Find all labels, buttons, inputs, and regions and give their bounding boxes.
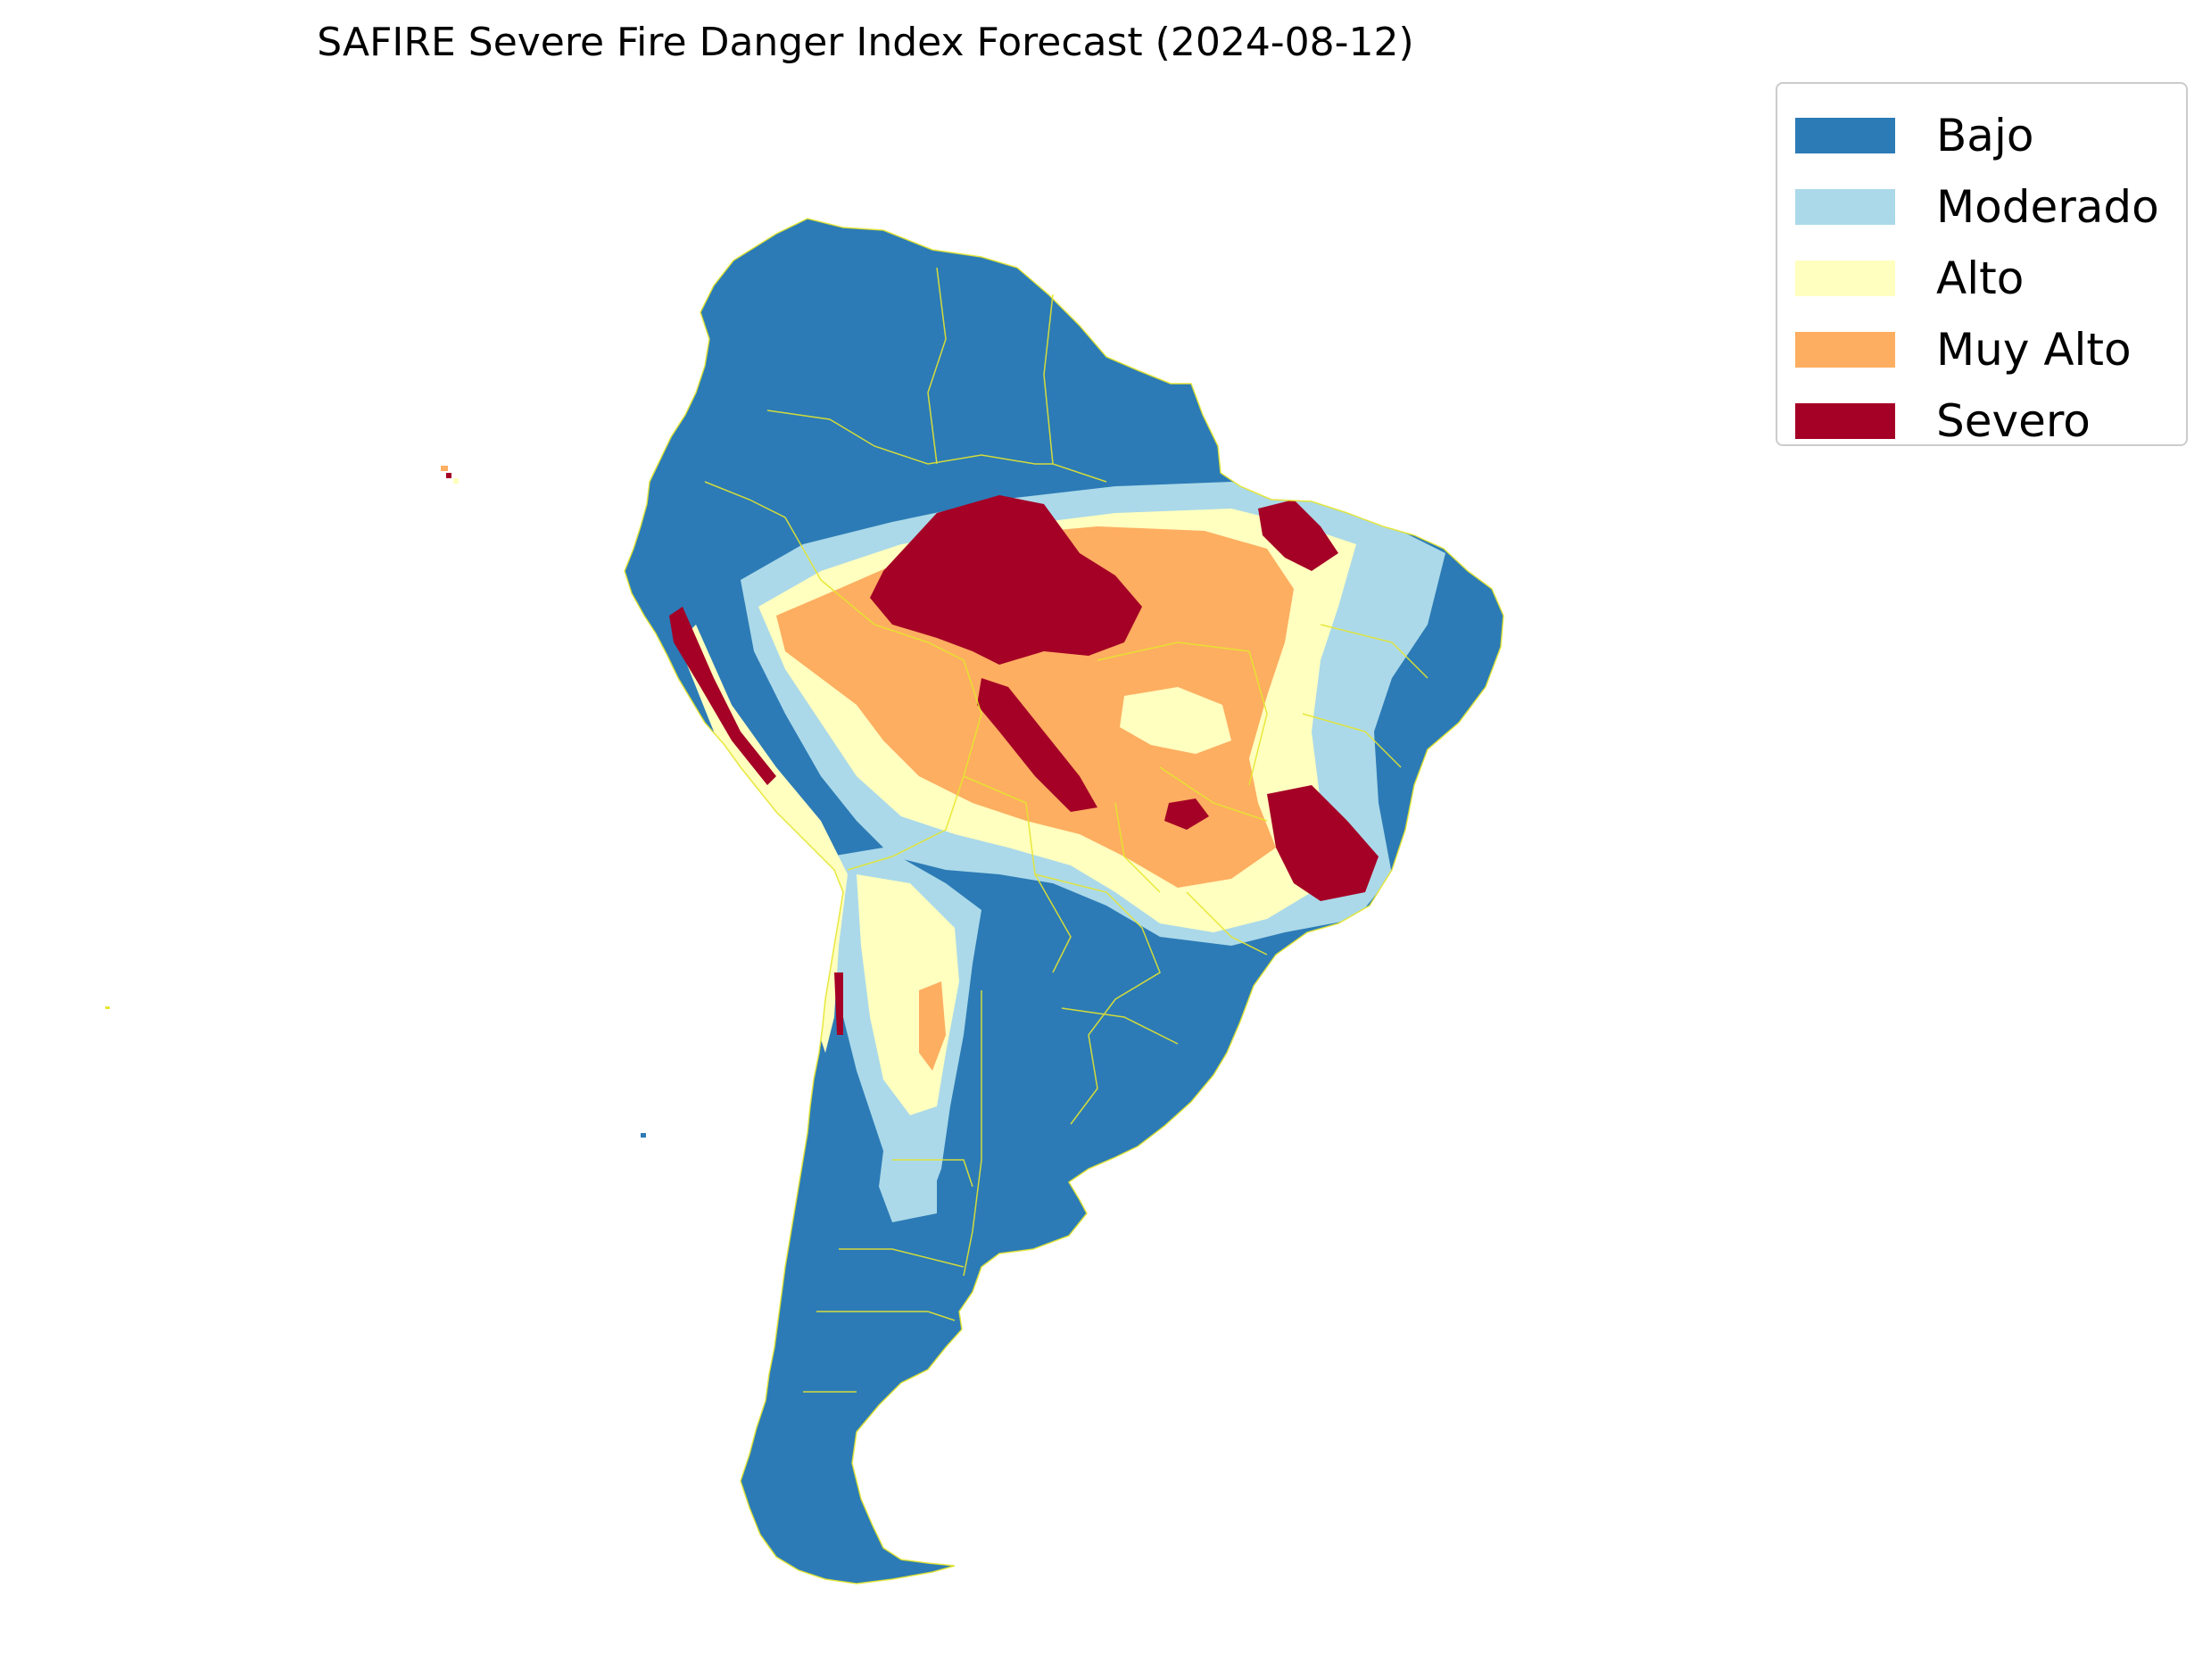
zone-severo-small	[1164, 799, 1209, 830]
zone-muy-alto-andes	[919, 981, 946, 1071]
zone-severo-andes	[669, 607, 776, 785]
legend-item-muy-alto: Muy Alto	[1777, 314, 2186, 385]
legend-label: Severo	[1936, 395, 2091, 447]
zone-severo-streak	[977, 678, 1097, 812]
legend-item-alto: Alto	[1777, 243, 2186, 314]
map-title: SAFIRE Severe Fire Danger Index Forecast…	[317, 20, 1414, 65]
legend-item-severo: Severo	[1777, 385, 2186, 457]
zone-moderado-south	[879, 1151, 937, 1222]
legend-label: Bajo	[1936, 110, 2034, 161]
islands	[105, 466, 646, 1138]
legend-swatch-bajo	[1795, 118, 1895, 153]
country-boundaries	[624, 218, 1504, 1585]
legend: Bajo Moderado Alto Muy Alto Severo	[1776, 82, 2188, 447]
zone-severo-east	[1267, 785, 1379, 901]
legend-label: Alto	[1936, 252, 2025, 304]
legend-swatch-severo	[1795, 403, 1895, 439]
zone-severo-northeast	[1258, 500, 1338, 571]
zone-alto-inner	[1120, 687, 1231, 754]
legend-item-moderado: Moderado	[1777, 171, 2186, 243]
legend-swatch-moderado	[1795, 189, 1895, 225]
zone-severo-west	[870, 495, 1142, 665]
legend-label: Moderado	[1936, 181, 2159, 233]
legend-item-bajo: Bajo	[1777, 100, 2186, 171]
legend-swatch-muy-alto	[1795, 332, 1895, 368]
legend-label: Muy Alto	[1936, 324, 2132, 376]
zone-severo-chile	[834, 972, 843, 1035]
legend-swatch-alto	[1795, 261, 1895, 296]
